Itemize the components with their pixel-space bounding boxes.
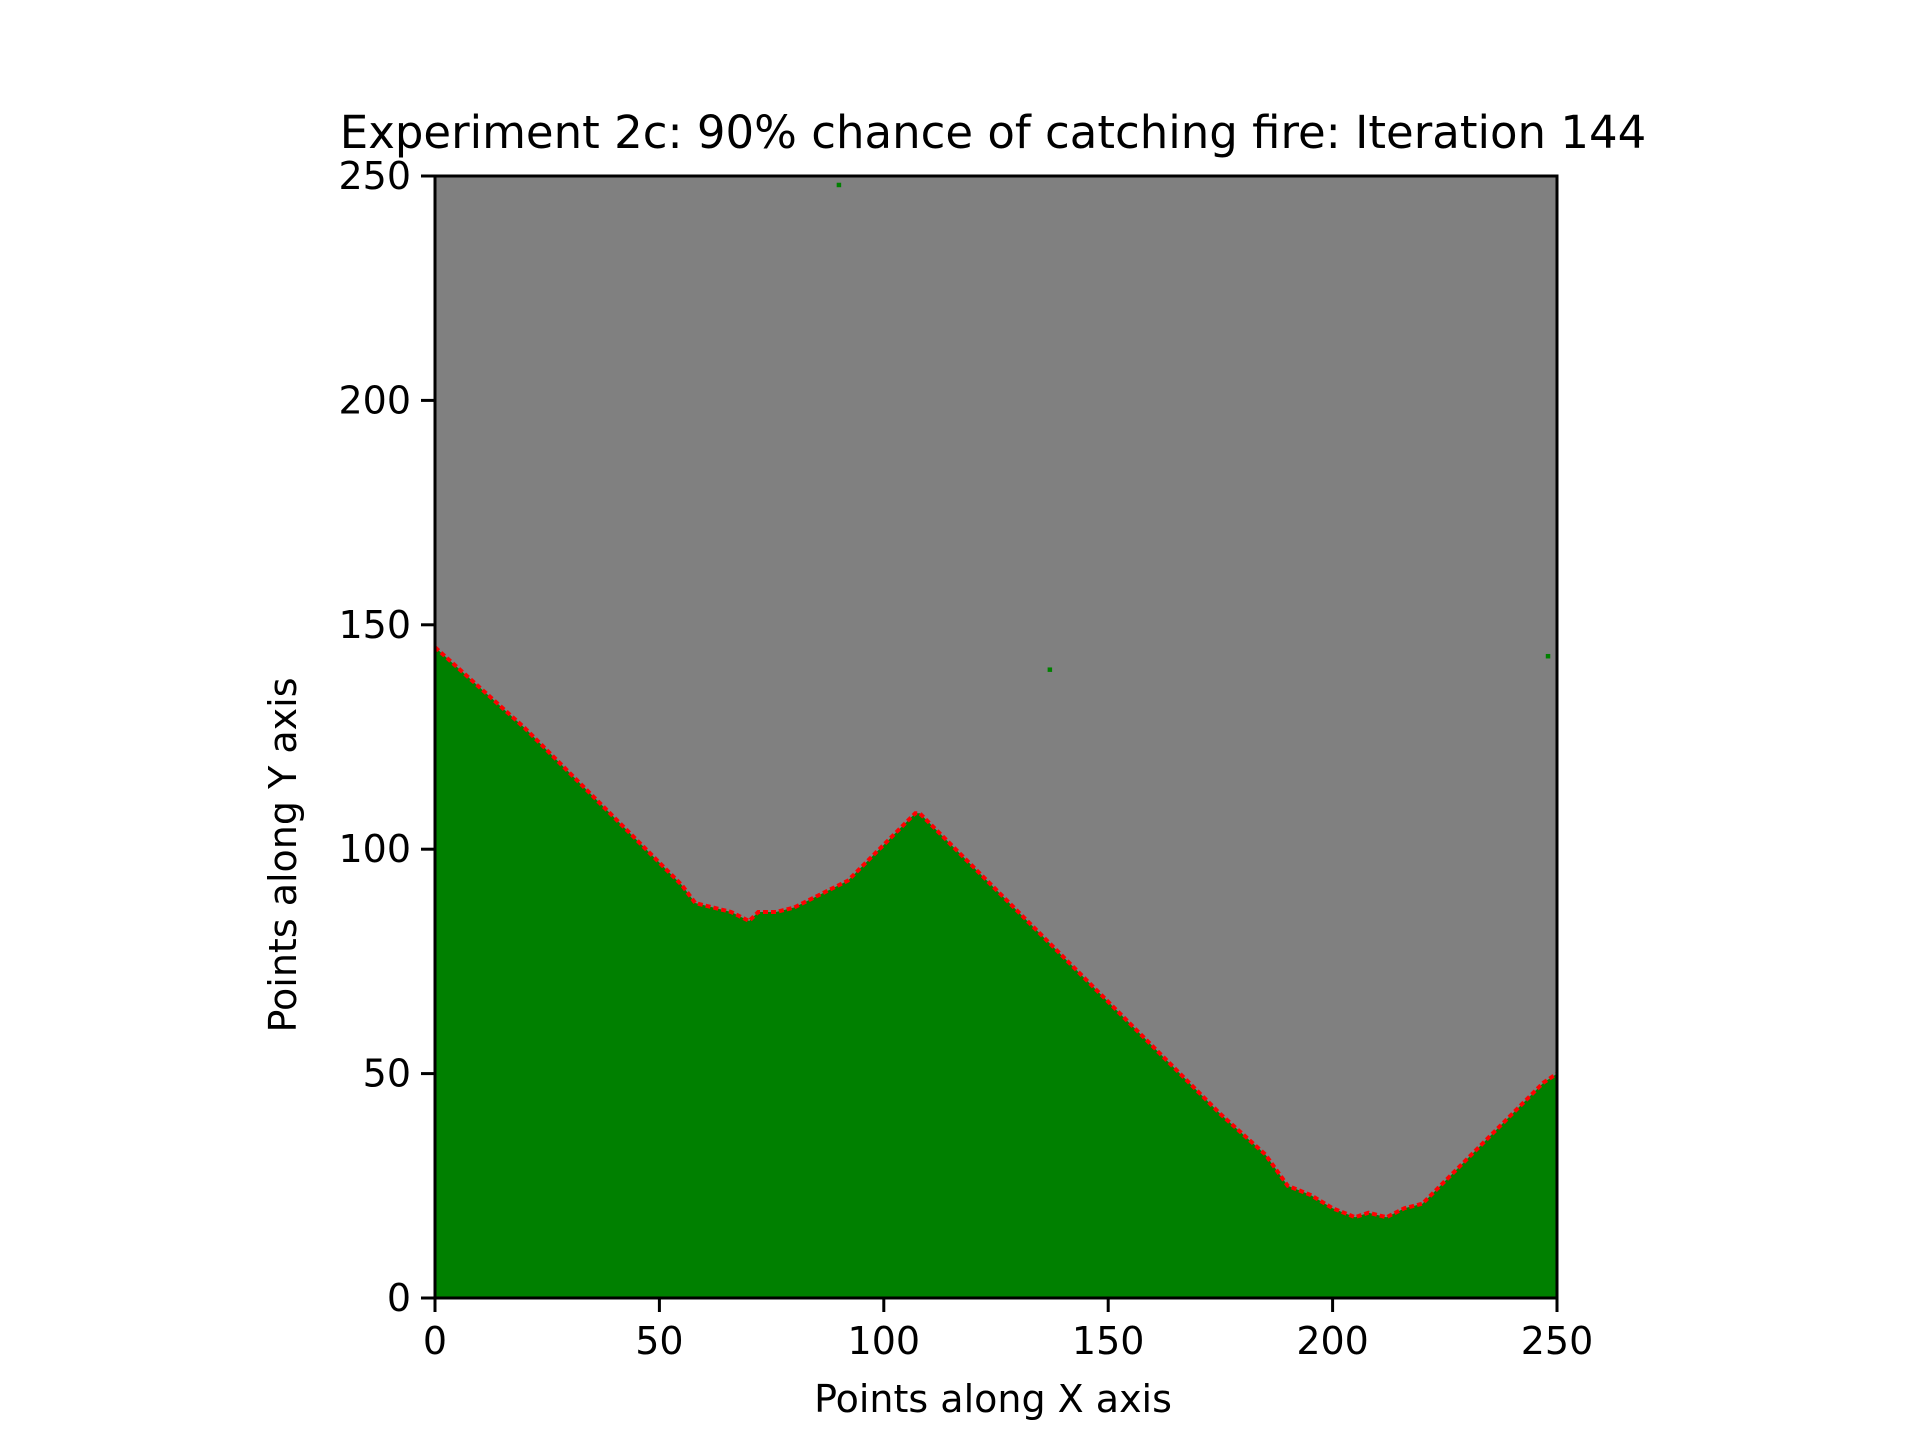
x-tick-label: 150: [1072, 1319, 1145, 1363]
x-tick-label: 100: [848, 1319, 921, 1363]
fire-front: [433, 645, 1559, 1220]
y-tick-label: 100: [338, 827, 411, 871]
y-axis: 0 50 100 150 200 250: [338, 154, 435, 1320]
y-tick-label: 50: [363, 1052, 411, 1096]
x-tick-label: 250: [1521, 1319, 1594, 1363]
plot-area: [433, 174, 1559, 1300]
y-tick-label: 0: [387, 1276, 411, 1320]
x-tick-label: 200: [1296, 1319, 1369, 1363]
isolated-tree: [1047, 667, 1053, 672]
y-tick-label: 150: [338, 603, 411, 647]
y-tick-label: 250: [338, 154, 411, 198]
plot-frame: [433, 174, 1559, 1300]
isolated-tree: [836, 182, 842, 188]
x-axis-label: Points along X axis: [814, 1377, 1172, 1421]
x-axis: 0 50 100 150 200 250: [423, 1298, 1593, 1363]
chart-title: Experiment 2c: 90% chance of catching fi…: [340, 106, 1646, 159]
isolated-tree: [1545, 653, 1551, 659]
y-tick-label: 200: [338, 378, 411, 422]
x-tick-label: 0: [423, 1319, 447, 1363]
x-tick-label: 50: [635, 1319, 683, 1363]
y-axis-label: Points along Y axis: [261, 677, 305, 1032]
tree-region: [435, 647, 1557, 1298]
